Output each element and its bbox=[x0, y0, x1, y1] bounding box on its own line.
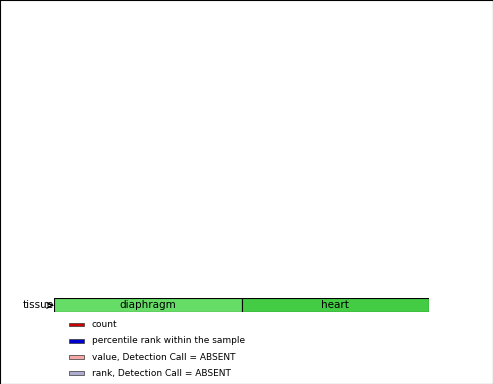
Text: GSM160089: GSM160089 bbox=[66, 286, 74, 333]
Bar bbox=[411, 268, 416, 285]
Text: count: count bbox=[92, 320, 117, 329]
Bar bbox=[156, 170, 172, 285]
Bar bbox=[242, 285, 273, 312]
Bar bbox=[161, 210, 166, 285]
Text: GSM160100: GSM160100 bbox=[409, 286, 418, 333]
Bar bbox=[117, 285, 148, 312]
Text: value, Detection Call = ABSENT: value, Detection Call = ABSENT bbox=[92, 353, 235, 362]
Bar bbox=[343, 260, 359, 285]
Bar bbox=[99, 240, 104, 285]
Bar bbox=[148, 285, 179, 312]
Bar bbox=[380, 252, 385, 285]
Bar bbox=[54, 285, 85, 312]
Bar bbox=[85, 285, 117, 312]
Text: GSM160092: GSM160092 bbox=[159, 286, 168, 333]
Text: GSM160096: GSM160096 bbox=[284, 286, 293, 333]
Bar bbox=[249, 187, 265, 285]
Bar bbox=[54, 298, 242, 312]
Text: GSM160093: GSM160093 bbox=[190, 286, 199, 333]
Bar bbox=[130, 195, 135, 285]
Bar bbox=[192, 210, 197, 285]
Text: heart: heart bbox=[321, 300, 349, 310]
Bar bbox=[211, 285, 242, 312]
Text: GSM160091: GSM160091 bbox=[128, 286, 137, 333]
Bar bbox=[312, 206, 327, 285]
Bar bbox=[255, 217, 259, 285]
Bar bbox=[218, 49, 234, 285]
Bar bbox=[68, 190, 72, 285]
Text: GSM160094: GSM160094 bbox=[221, 286, 230, 333]
Bar bbox=[69, 355, 84, 359]
Bar bbox=[273, 285, 304, 312]
Bar bbox=[124, 143, 140, 285]
Bar bbox=[317, 230, 322, 285]
Bar bbox=[69, 323, 84, 326]
Bar bbox=[187, 158, 203, 285]
Text: GSM160099: GSM160099 bbox=[378, 286, 387, 333]
Bar bbox=[62, 143, 78, 285]
Text: diaphragm: diaphragm bbox=[119, 300, 176, 310]
Bar bbox=[281, 162, 296, 285]
Text: GSM160097: GSM160097 bbox=[315, 286, 324, 333]
Text: percentile rank within the sample: percentile rank within the sample bbox=[92, 336, 245, 345]
Bar bbox=[224, 175, 228, 285]
Text: GSM160095: GSM160095 bbox=[253, 286, 262, 333]
Bar bbox=[179, 285, 211, 312]
Text: rank, Detection Call = ABSENT: rank, Detection Call = ABSENT bbox=[92, 369, 231, 378]
Bar bbox=[349, 250, 353, 285]
Bar bbox=[398, 285, 429, 312]
Bar bbox=[69, 371, 84, 375]
Bar bbox=[93, 243, 109, 285]
Bar bbox=[242, 298, 429, 312]
Title: GDS3224 / 1387492_at: GDS3224 / 1387492_at bbox=[169, 20, 314, 33]
Bar bbox=[374, 264, 390, 285]
Text: tissue: tissue bbox=[23, 300, 54, 310]
Text: GSM160090: GSM160090 bbox=[97, 286, 106, 333]
Bar bbox=[405, 268, 421, 285]
Bar bbox=[304, 285, 335, 312]
Bar bbox=[335, 285, 366, 312]
Bar bbox=[286, 197, 291, 285]
Bar bbox=[69, 339, 84, 343]
Bar bbox=[366, 285, 398, 312]
Text: GSM160098: GSM160098 bbox=[347, 286, 355, 333]
